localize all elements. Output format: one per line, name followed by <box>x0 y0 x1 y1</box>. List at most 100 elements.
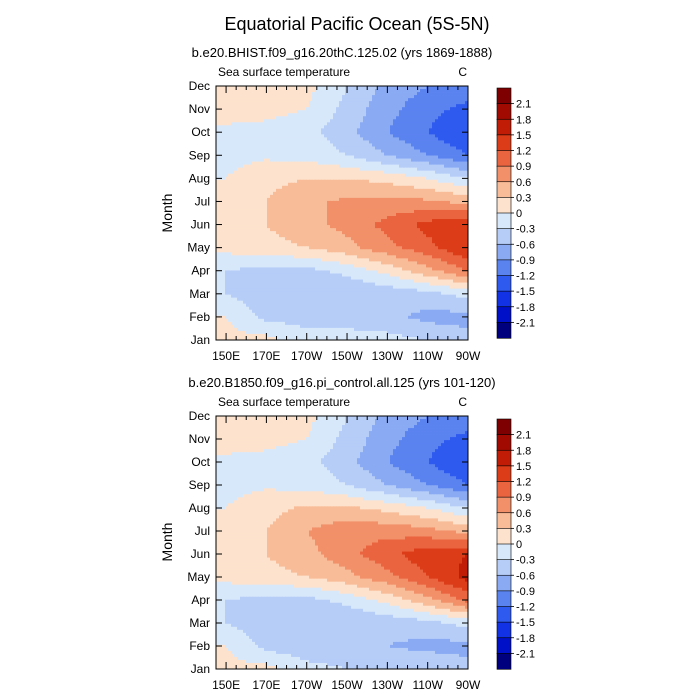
heatmap-cell <box>408 170 412 175</box>
heatmap-cell <box>303 206 307 211</box>
heatmap-cell <box>378 261 382 265</box>
heatmap-cell <box>282 261 286 265</box>
heatmap-cell <box>369 128 373 132</box>
heatmap-cell <box>264 146 268 150</box>
heatmap-cell <box>297 110 301 114</box>
heatmap-cell <box>249 158 253 162</box>
heatmap-cell <box>432 252 436 256</box>
heatmap-cell <box>339 86 343 90</box>
heatmap-cell <box>459 216 463 220</box>
heatmap-cell <box>438 92 442 96</box>
heatmap-cell <box>447 122 451 126</box>
heatmap-cell <box>417 243 421 247</box>
heatmap-cell <box>321 140 325 144</box>
heatmap-cell <box>387 155 391 159</box>
heatmap-cell <box>444 149 448 153</box>
heatmap-cell <box>450 243 454 247</box>
heatmap-cell <box>243 200 247 205</box>
heatmap-cell <box>240 249 244 253</box>
heatmap-cell <box>219 225 223 229</box>
heatmap-cell <box>354 222 358 226</box>
heatmap-cell <box>216 194 220 199</box>
heatmap-cell <box>357 104 361 108</box>
heatmap-cell <box>222 261 226 265</box>
heatmap-cell <box>339 179 343 184</box>
heatmap-cell <box>264 240 268 244</box>
heatmap-cell <box>246 134 250 138</box>
heatmap-cell <box>345 240 349 244</box>
heatmap-cell <box>252 170 256 175</box>
heatmap-cell <box>231 219 235 223</box>
heatmap-cell <box>291 137 295 141</box>
heatmap-cell <box>276 170 280 175</box>
heatmap-cell <box>462 161 466 166</box>
heatmap-cell <box>318 258 322 262</box>
heatmap-cell <box>312 203 316 208</box>
heatmap-cell <box>270 95 274 99</box>
heatmap-cell <box>261 164 265 169</box>
heatmap-cell <box>258 86 262 90</box>
heatmap-cell <box>351 216 355 220</box>
heatmap-cell <box>402 143 406 147</box>
heatmap-cell <box>465 116 469 120</box>
heatmap-cell <box>315 258 319 262</box>
heatmap-cell <box>402 182 406 187</box>
heatmap-cell <box>216 264 220 268</box>
heatmap-cell <box>402 128 406 132</box>
heatmap-cell <box>264 170 268 175</box>
heatmap-cell <box>441 119 445 123</box>
heatmap-cell <box>393 155 397 159</box>
heatmap-cell <box>240 176 244 181</box>
heatmap-cell <box>237 252 241 256</box>
heatmap-cell <box>258 122 262 126</box>
heatmap-cell <box>438 95 442 99</box>
heatmap-cell <box>267 125 271 129</box>
heatmap-cell <box>342 222 346 226</box>
heatmap-cell <box>366 134 370 138</box>
heatmap-cell <box>357 89 361 93</box>
heatmap-cell <box>435 119 439 123</box>
heatmap-cell <box>369 206 373 211</box>
heatmap-cell <box>429 228 433 232</box>
heatmap-cell <box>345 200 349 205</box>
heatmap-cell <box>438 116 442 120</box>
heatmap-cell <box>336 119 340 123</box>
heatmap-cell <box>258 176 262 181</box>
heatmap-cell <box>231 92 235 96</box>
heatmap-cell <box>225 240 229 244</box>
heatmap-cell <box>432 188 436 193</box>
heatmap-cell <box>282 122 286 126</box>
heatmap-cell <box>243 86 247 90</box>
heatmap-cell <box>411 146 415 150</box>
heatmap-cell <box>345 125 349 129</box>
heatmap-cell <box>417 113 421 117</box>
heatmap-cell <box>456 228 460 232</box>
heatmap-cell <box>414 255 418 259</box>
heatmap-cell <box>324 200 328 205</box>
heatmap-cell <box>282 113 286 117</box>
heatmap-cell <box>270 200 274 205</box>
heatmap-cell <box>447 206 451 211</box>
heatmap-cell <box>243 188 247 193</box>
heatmap-cell <box>387 101 391 105</box>
heatmap-cell <box>375 206 379 211</box>
heatmap-cell <box>246 152 250 156</box>
heatmap-cell <box>228 173 232 178</box>
heatmap-cell <box>408 179 412 184</box>
heatmap-cell <box>276 222 280 226</box>
heatmap-cell <box>270 170 274 175</box>
heatmap-cell <box>360 197 364 202</box>
heatmap-cell <box>324 158 328 162</box>
heatmap-cell <box>375 119 379 123</box>
heatmap-cell <box>462 134 466 138</box>
heatmap-cell <box>432 179 436 184</box>
heatmap-cell <box>231 173 235 178</box>
heatmap-cell <box>249 252 253 256</box>
heatmap-cell <box>246 113 250 117</box>
heatmap-cell <box>243 231 247 235</box>
heatmap-cell <box>318 125 322 129</box>
heatmap-cell <box>351 258 355 262</box>
heatmap-cell <box>426 240 430 244</box>
heatmap-cell <box>330 194 334 199</box>
heatmap-cell <box>228 246 232 250</box>
